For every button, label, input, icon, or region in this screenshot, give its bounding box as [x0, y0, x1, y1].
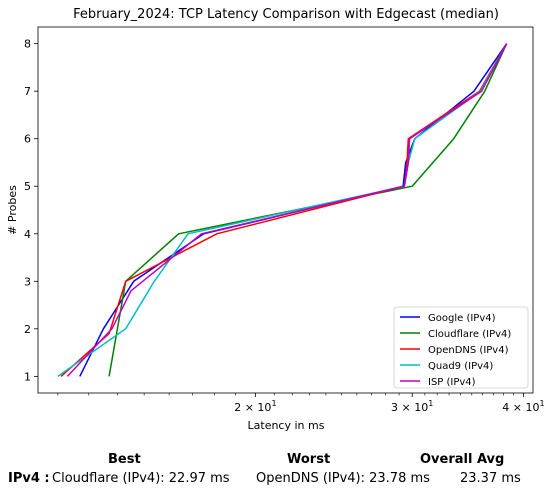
overall-avg-header: Overall Avg: [420, 452, 504, 467]
y-axis-label: # Probes: [6, 185, 19, 235]
y-tick-label: 4: [24, 228, 31, 241]
y-tick-label: 8: [24, 38, 31, 51]
legend-label: OpenDNS (IPv4): [428, 345, 509, 356]
worst-value: OpenDNS (IPv4): 23.78 ms: [256, 471, 430, 486]
y-tick-label: 6: [24, 133, 31, 146]
legend-label: Quad9 (IPv4): [428, 361, 493, 372]
y-tick-label: 5: [24, 180, 31, 193]
x-tick-label: 3 × 101: [391, 399, 433, 414]
chart-title: February_2024: TCP Latency Comparison wi…: [73, 7, 499, 22]
best-header: Best: [108, 452, 141, 467]
legend-label: Cloudflare (IPv4): [428, 329, 511, 340]
legend-label: Google (IPv4): [428, 313, 496, 324]
legend-label: ISP (IPv4): [428, 377, 476, 388]
latency-chart: February_2024: TCP Latency Comparison wi…: [0, 0, 558, 440]
legend: Google (IPv4) Cloudflare (IPv4) OpenDNS (I…: [394, 307, 528, 388]
x-tick-label: 4 × 101: [502, 399, 544, 414]
best-value: Cloudflare (IPv4): 22.97 ms: [52, 471, 230, 486]
ipv4-row-label: IPv4 :: [8, 471, 50, 486]
y-tick-label: 2: [24, 323, 31, 336]
y-tick-label: 1: [24, 370, 31, 383]
worst-header: Worst: [287, 452, 330, 467]
y-tick-label: 3: [24, 275, 31, 288]
overall-avg-value: 23.37 ms: [460, 471, 521, 486]
x-axis-label: Latency in ms: [248, 419, 325, 432]
y-tick-label: 7: [24, 85, 31, 98]
x-tick-label: 2 × 101: [234, 399, 276, 414]
